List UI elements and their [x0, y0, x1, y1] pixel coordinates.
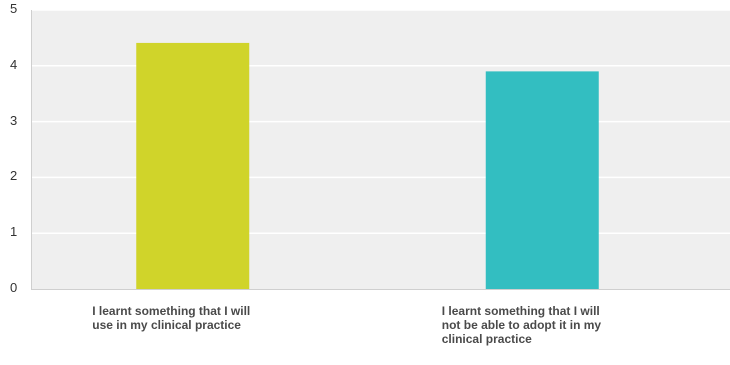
y-tick-label-4: 4: [10, 56, 18, 72]
y-tick-label-3: 3: [10, 112, 18, 128]
x-category-label-1: I learnt something that I will use in my …: [92, 304, 302, 332]
plot-area: [31, 10, 730, 289]
y-tick-label-0: 0: [10, 280, 18, 295]
x-category-label-line: I learnt something that I will: [441, 304, 600, 318]
y-tick-label-5: 5: [10, 1, 18, 16]
x-category-label-2: I learnt something that I will not be abl…: [442, 304, 652, 346]
y-tick-label-1: 1: [10, 224, 18, 240]
x-category-label-line: use in my clinical practice: [92, 318, 241, 332]
bar-1: [136, 42, 250, 290]
x-category-label-line: not be able to adopt it in my: [441, 318, 602, 332]
y-tick-label-2: 2: [10, 168, 18, 184]
x-category-label-line: clinical practice: [441, 332, 532, 346]
x-category-label-line: I learnt something that I will: [92, 304, 251, 318]
bar-2: [485, 71, 599, 289]
